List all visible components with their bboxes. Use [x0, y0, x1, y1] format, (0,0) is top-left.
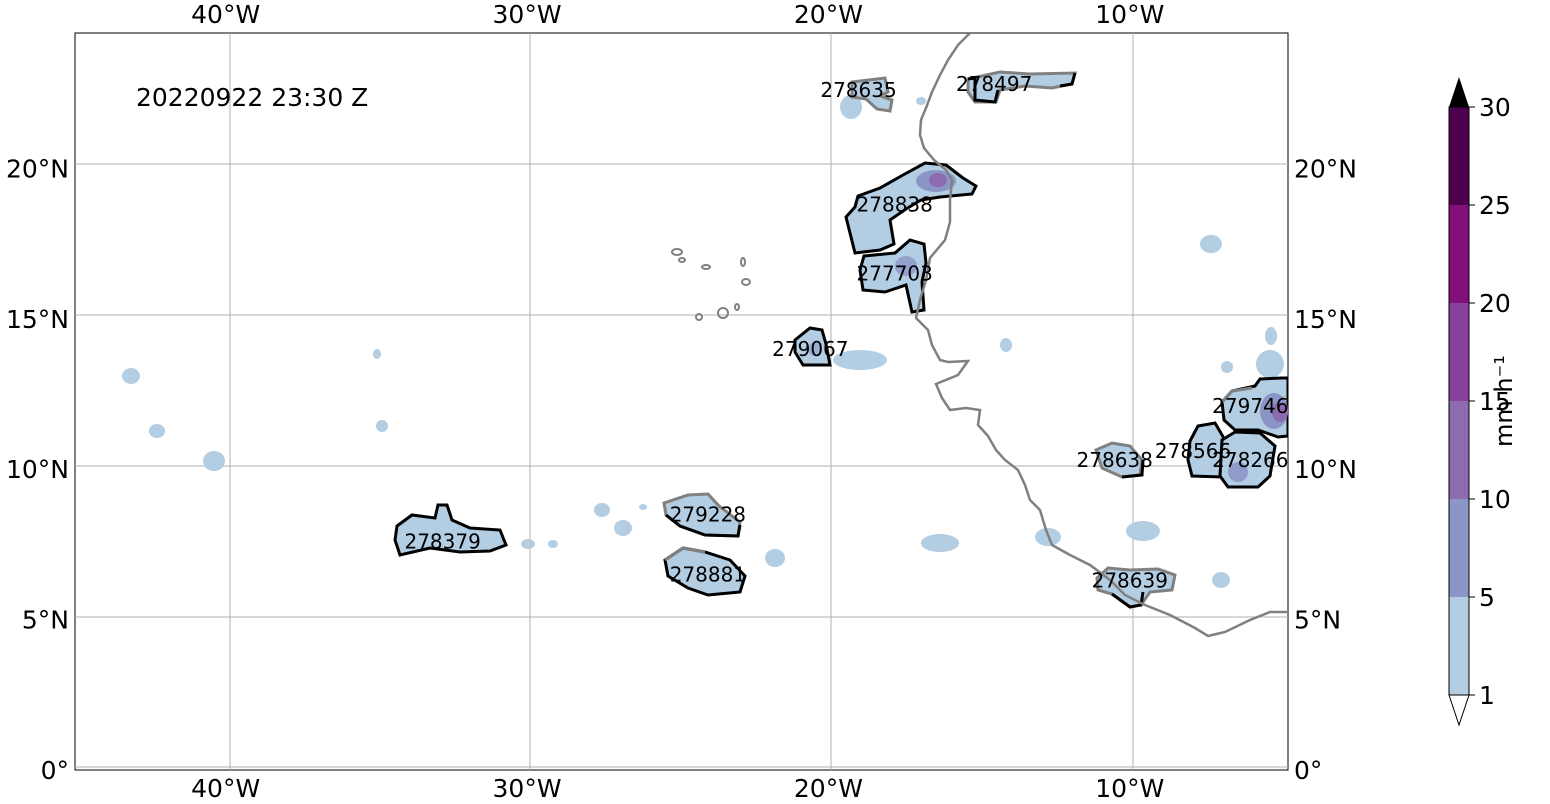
colorbar-tick-label: 15 [1479, 387, 1511, 416]
axis-labels: 40°W 30°W 20°W 10°W 40°W 30°W 20°W 10°W 20°N 15°N… [6, 0, 1357, 803]
top-axis-label: 20°W [794, 0, 863, 29]
colorbar-tick-label: 1 [1479, 681, 1495, 710]
right-axis-label: 20°N [1294, 154, 1357, 183]
track-label-278638: 278638 [1077, 448, 1153, 472]
colorbar-segment [1449, 401, 1469, 499]
colorbar-tick-label: 20 [1479, 289, 1511, 318]
colorbar-tick-label: 25 [1479, 191, 1511, 220]
left-axis-label: 0° [41, 756, 69, 785]
left-axis-label: 20°N [6, 154, 69, 183]
track-label-279228: 279228 [670, 502, 746, 526]
cell-278635 [850, 76, 894, 113]
bottom-axis-label: 20°W [794, 774, 863, 803]
gridlines [75, 33, 1288, 770]
right-axis-label: 0° [1294, 756, 1322, 785]
colorbar-segment [1449, 303, 1469, 401]
bottom-axis-label: 30°W [493, 774, 562, 803]
track-label-278266: 278266 [1212, 448, 1288, 472]
colorbar-segment [1449, 205, 1469, 303]
right-axis-label: 5°N [1294, 606, 1341, 635]
right-axis-label: 15°N [1294, 305, 1357, 334]
track-id-labels: 278635 278497 278838 277703 279067 279746 2785… [404, 72, 1288, 592]
bottom-axis-label: 10°W [1095, 774, 1164, 803]
track-label-277703: 277703 [857, 262, 933, 286]
colorbar-extend-max [1449, 77, 1469, 107]
top-axis-label: 10°W [1095, 0, 1164, 29]
track-label-279746: 279746 [1212, 394, 1288, 418]
colorbar-label: mm h⁻¹ [1490, 355, 1518, 447]
cape-verde-islands [671, 248, 751, 321]
colorbar-segment [1449, 107, 1469, 205]
colorbar-segments [1449, 107, 1469, 695]
track-label-278379: 278379 [404, 529, 480, 553]
precipitation-field [122, 95, 1284, 588]
colorbar-segment [1449, 597, 1469, 695]
tracked-cells [393, 70, 1288, 609]
colorbar-tick-label: 30 [1479, 93, 1511, 122]
track-label-278497: 278497 [956, 72, 1032, 96]
track-label-278838: 278838 [857, 192, 933, 216]
top-axis-label: 40°W [191, 0, 260, 29]
colorbar-segment [1449, 499, 1469, 597]
colorbar-extend-min [1448, 694, 1470, 727]
top-axis-label: 30°W [493, 0, 562, 29]
track-label-279067: 279067 [772, 337, 848, 361]
track-label-278635: 278635 [820, 78, 896, 102]
track-label-278566: 278566 [1155, 439, 1231, 463]
track-label-278881: 278881 [670, 562, 746, 586]
right-axis-label: 10°N [1294, 455, 1357, 484]
colorbar-tick-label: 5 [1479, 583, 1495, 612]
left-axis-label: 15°N [6, 305, 69, 334]
coastline [914, 33, 1288, 638]
cell-278379 [393, 503, 508, 557]
left-axis-label: 10°N [6, 455, 69, 484]
timestamp-label: 20220922 23:30 Z [136, 83, 368, 112]
map-frame [74, 32, 1289, 771]
bottom-axis-label: 40°W [191, 774, 260, 803]
colorbar-tick-label: 10 [1479, 485, 1511, 514]
track-label-278639: 278639 [1092, 568, 1168, 592]
left-axis-label: 5°N [22, 606, 69, 635]
